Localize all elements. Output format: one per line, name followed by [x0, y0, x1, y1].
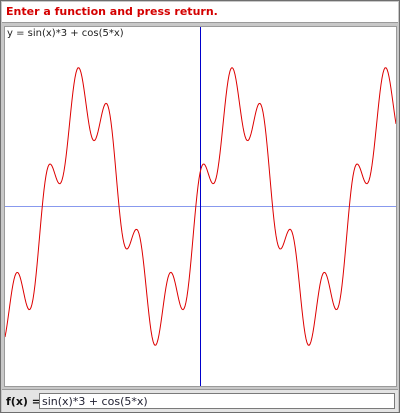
input-row: f(x) = [2, 389, 398, 412]
instruction-message: Enter a function and press return. [6, 5, 218, 18]
message-bar: Enter a function and press return. [2, 2, 398, 23]
graph-panel[interactable]: y = sin(x)*3 + cos(5*x) [4, 26, 397, 387]
function-curve [5, 66, 396, 346]
function-input[interactable] [39, 393, 395, 409]
formula-label: y = sin(x)*3 + cos(5*x) [7, 28, 124, 39]
fx-label: f(x) = [6, 395, 41, 408]
graph-canvas [5, 27, 396, 386]
